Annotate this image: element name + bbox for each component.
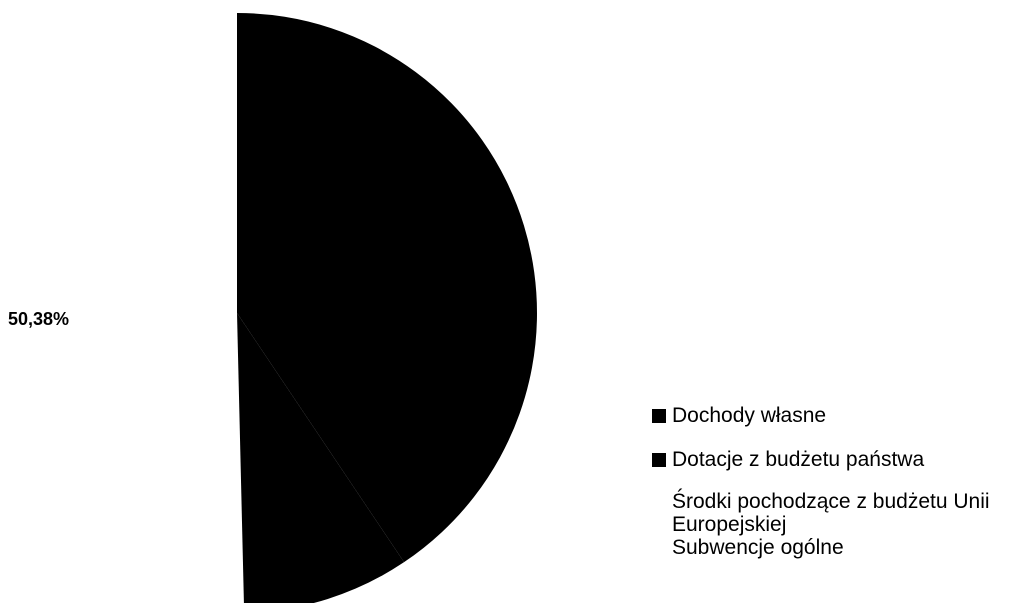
legend-item-srodki-ue: Środki pochodzące z budżetu Unii Europej… <box>652 490 1022 536</box>
legend-swatch-subwencje <box>652 541 666 555</box>
legend-item-dochody: Dochody własne <box>652 404 1022 427</box>
legend-label-subwencje: Subwencje ogólne <box>672 536 844 559</box>
legend-swatch-srodki-ue <box>652 495 666 509</box>
data-label-dotacje: 9,02% <box>245 509 297 529</box>
pie-slice-1 <box>237 13 537 563</box>
chart-legend: Dochody własne Dotacje z budżetu państwa… <box>652 404 1022 559</box>
legend-item-dotacje: Dotacje z budżetu państwa <box>652 448 1022 471</box>
legend-label-srodki-ue: Środki pochodzące z budżetu Unii Europej… <box>672 490 990 536</box>
data-label-subwencje: 50,38% <box>8 309 70 329</box>
pie-slice-4 <box>0 13 244 603</box>
legend-swatch-dotacje <box>652 453 666 467</box>
legend-item-subwencje: Subwencje ogólne <box>652 536 1022 559</box>
legend-swatch-dochody <box>652 409 666 423</box>
pie-slice-2 <box>237 313 405 603</box>
pie-slices <box>0 13 537 603</box>
legend-label-dochody: Dochody własne <box>672 404 827 427</box>
legend-label-dotacje: Dotacje z budżetu państwa <box>672 448 925 471</box>
